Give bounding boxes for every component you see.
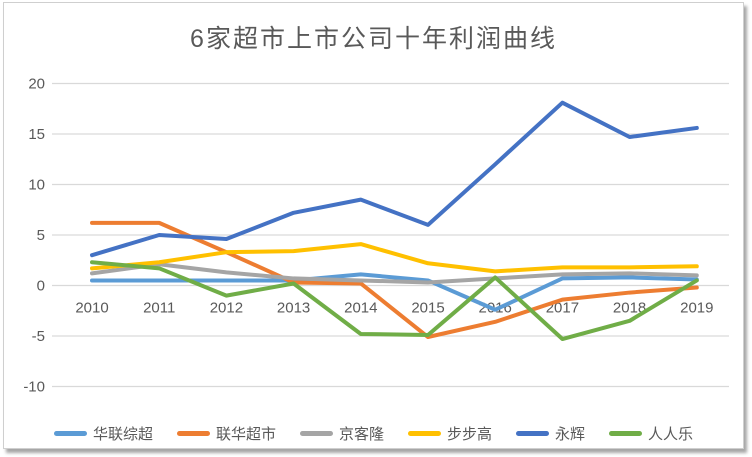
y-axis-tick-label: 5 bbox=[37, 227, 45, 244]
legend-item-0: 华联综超 bbox=[53, 423, 153, 444]
legend-swatch-icon bbox=[299, 430, 333, 436]
y-axis-tick-label: -10 bbox=[23, 379, 45, 396]
x-axis-tick-label: 2011 bbox=[143, 300, 175, 317]
legend-swatch-icon bbox=[609, 430, 643, 436]
y-axis-tick-label: 15 bbox=[28, 126, 45, 143]
x-axis-tick-label: 2015 bbox=[411, 300, 444, 317]
x-axis-tick-label: 2013 bbox=[277, 300, 310, 317]
legend-item-5: 人人乐 bbox=[609, 423, 693, 444]
legend-label: 联华超市 bbox=[215, 425, 276, 443]
legend-swatch-icon bbox=[516, 430, 550, 436]
y-axis-tick-label: 20 bbox=[28, 76, 45, 93]
x-axis-tick-label: 2018 bbox=[613, 300, 646, 317]
legend-item-4: 永辉 bbox=[516, 423, 585, 444]
legend: 华联综超 联华超市 京客隆 步步高 永辉 人人乐 bbox=[4, 420, 743, 446]
legend-label: 华联综超 bbox=[92, 425, 153, 443]
series-line-2 bbox=[90, 262, 699, 285]
legend-swatch-icon bbox=[53, 430, 87, 436]
legend-label: 人人乐 bbox=[648, 425, 694, 443]
series-line-4 bbox=[90, 100, 699, 258]
legend-swatch-icon bbox=[176, 430, 210, 436]
chart-title: 6家超市上市公司十年利润曲线 bbox=[190, 25, 557, 53]
legend-label: 京客隆 bbox=[338, 425, 384, 443]
legend-label: 永辉 bbox=[555, 425, 586, 443]
x-axis-tick-label: 2012 bbox=[210, 300, 243, 317]
legend-item-2: 京客隆 bbox=[299, 423, 384, 444]
legend-label: 步步高 bbox=[447, 425, 493, 443]
y-axis-tick-label: 10 bbox=[28, 177, 45, 194]
x-axis-tick-label: 2019 bbox=[680, 300, 713, 317]
series-line-5 bbox=[90, 260, 699, 342]
legend-swatch-icon bbox=[408, 430, 441, 436]
legend-item-1: 联华超市 bbox=[176, 423, 276, 444]
y-axis-tick-label: 0 bbox=[37, 278, 45, 295]
legend-item-3: 步步高 bbox=[408, 423, 492, 444]
chart-card: 6家超市上市公司十年利润曲线 20 15 10 5 0 -5 -10 2010 2011 2012… bbox=[3, 2, 744, 449]
x-axis-tick-label: 2014 bbox=[344, 300, 377, 317]
y-axis-tick-label: -5 bbox=[32, 328, 45, 345]
x-axis-tick-label: 2010 bbox=[75, 300, 108, 317]
series-line-3 bbox=[90, 242, 699, 274]
